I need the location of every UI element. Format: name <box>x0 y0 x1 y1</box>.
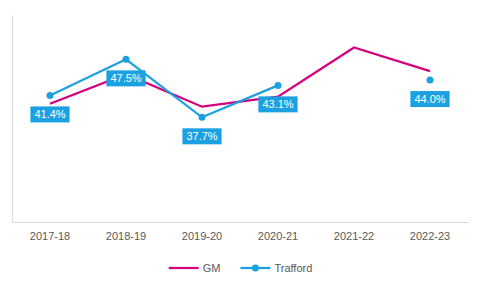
legend-item: GM <box>169 262 221 274</box>
data-label-text: 47.5% <box>110 72 141 84</box>
chart: 2017-18 2018-19 2019-20 2020-21 2021-22 2022-… <box>0 0 481 288</box>
x-tick-label: 2017-18 <box>30 230 70 242</box>
data-label-box <box>106 70 145 86</box>
legend-swatch <box>169 267 199 269</box>
data-label: 47.5% <box>106 70 145 86</box>
data-label-text: 41.4% <box>34 108 65 120</box>
x-tick-label: 2020-21 <box>258 230 298 242</box>
x-tick: 2017-18 <box>30 222 70 242</box>
data-label: 44.0% <box>410 91 449 107</box>
x-axis-line <box>13 222 469 223</box>
legend-item: Trafford <box>240 262 312 274</box>
data-label: 41.4% <box>30 106 69 122</box>
data-labels: 41.4% 47.5% 37.7% 43.1% 44.0% <box>30 70 449 144</box>
data-label-text: 37.7% <box>186 130 217 142</box>
x-axis: 2017-18 2018-19 2019-20 2020-21 2021-22 2022-… <box>13 222 469 242</box>
data-label-box <box>182 128 221 144</box>
x-tick: 2019-20 <box>182 222 222 242</box>
x-tick: 2021-22 <box>334 222 374 242</box>
x-tick: 2018-19 <box>106 222 146 242</box>
legend-label: Trafford <box>274 262 312 274</box>
series-line <box>50 59 430 117</box>
legend: GM Trafford <box>169 262 313 274</box>
x-tick-label: 2021-22 <box>334 230 374 242</box>
data-label-box <box>258 96 297 112</box>
data-label-box <box>410 91 449 107</box>
series-marker <box>47 92 54 99</box>
plot-area <box>47 48 434 121</box>
data-label: 37.7% <box>182 128 221 144</box>
x-tick-label: 2018-19 <box>106 230 146 242</box>
series-marker <box>123 56 130 63</box>
x-tick: 2020-21 <box>258 222 298 242</box>
data-label-box <box>30 106 69 122</box>
data-label-text: 43.1% <box>262 98 293 110</box>
y-axis-line <box>12 16 13 223</box>
legend-marker <box>252 265 259 272</box>
data-label: 43.1% <box>258 96 297 112</box>
x-tick: 2022-23 <box>410 222 450 242</box>
y-axis <box>12 16 13 223</box>
series-line <box>50 48 430 107</box>
legend-label: GM <box>203 262 221 274</box>
x-tick-label: 2019-20 <box>182 230 222 242</box>
series-marker <box>427 77 434 84</box>
series-marker <box>275 82 282 89</box>
series-marker <box>199 114 206 121</box>
data-label-text: 44.0% <box>414 93 445 105</box>
x-tick-label: 2022-23 <box>410 230 450 242</box>
